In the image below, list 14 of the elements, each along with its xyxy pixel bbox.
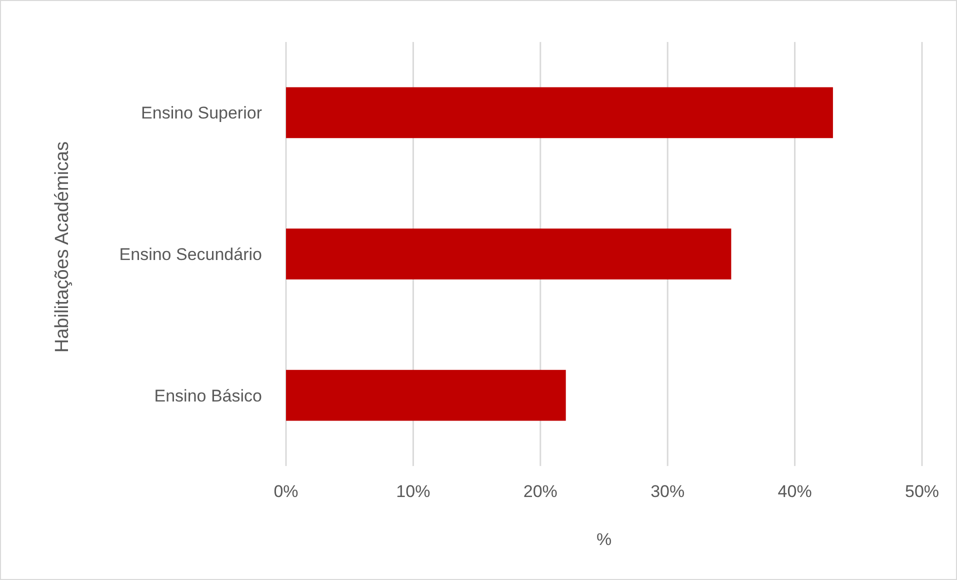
x-tick-label: 50% <box>904 482 940 501</box>
y-tick-label: Ensino Básico <box>154 386 262 406</box>
y-axis-title: Habilitações Académicas <box>52 141 73 353</box>
x-tick-label: 10% <box>396 482 430 501</box>
x-tick-label: 0% <box>274 482 298 501</box>
bar <box>286 87 833 138</box>
x-tick-label: 30% <box>650 482 685 501</box>
bar <box>286 370 566 421</box>
x-tick-label: 40% <box>778 482 812 501</box>
y-tick-label: Ensino Superior <box>141 104 262 123</box>
bar <box>286 228 732 280</box>
x-axis-title: % <box>596 530 612 549</box>
y-tick-label: Ensino Secundário <box>119 244 262 264</box>
x-tick-label: 20% <box>523 482 558 501</box>
